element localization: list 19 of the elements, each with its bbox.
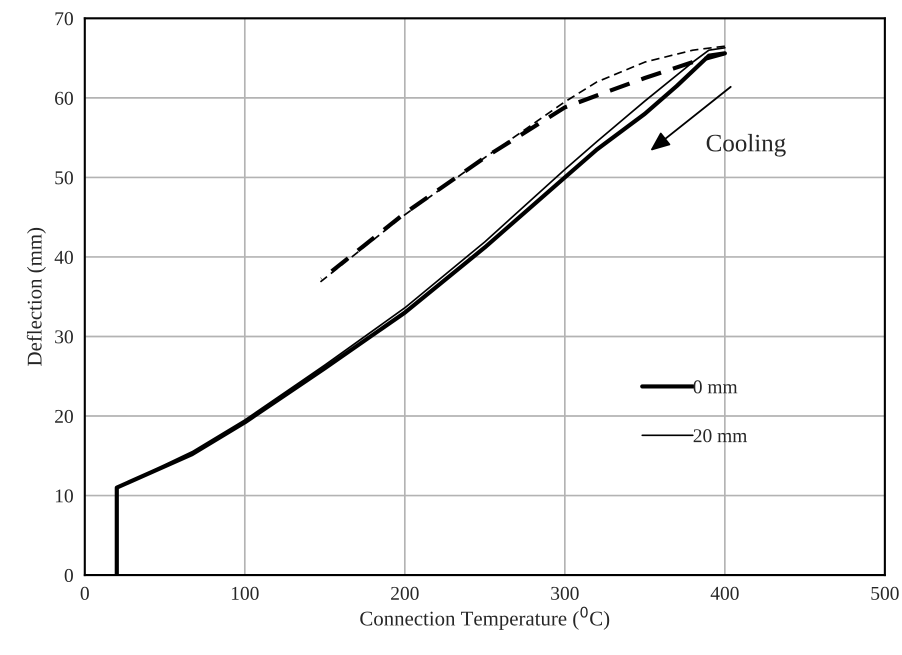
x-tick-label: 300 xyxy=(551,586,579,600)
y-tick-label: 10 xyxy=(56,489,73,502)
legend-label: 0 mm xyxy=(694,380,738,394)
x-tick-label: 500 xyxy=(871,586,899,600)
x-tick-label: 200 xyxy=(391,586,419,600)
legend-label: 20 mm xyxy=(694,429,748,442)
y-tick-label: 50 xyxy=(55,171,73,184)
x-tick-label: 400 xyxy=(710,586,739,600)
y-tick-label: 60 xyxy=(55,92,73,105)
x-tick-label: 0 xyxy=(80,586,89,600)
y-tick-label: 70 xyxy=(56,12,73,26)
y-tick-label: 20 xyxy=(55,410,73,423)
annotation: Cooling xyxy=(706,134,786,157)
x-tick-label: 100 xyxy=(232,586,259,600)
y-tick-label: 0 xyxy=(64,568,73,582)
x-axis-title: Connection Temperature ($^{0}$C) xyxy=(360,606,610,630)
y-axis-title: Deflection (mm) xyxy=(26,228,46,366)
y-tick-label: 40 xyxy=(54,250,73,264)
y-tick-label: 30 xyxy=(55,330,73,344)
